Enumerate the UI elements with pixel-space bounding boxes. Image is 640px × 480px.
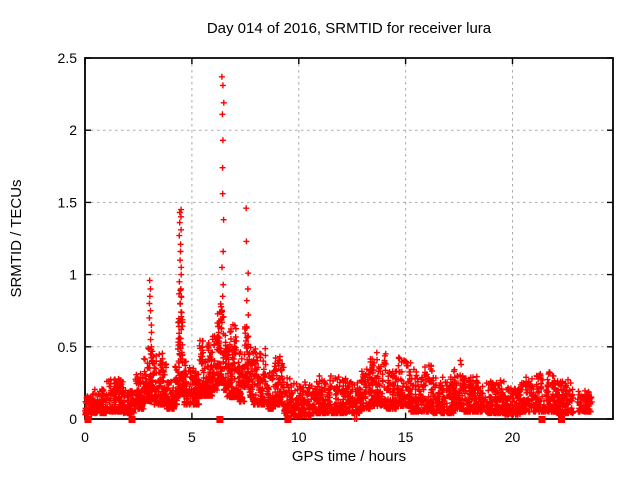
y-tick-label: 2.5 [58,50,78,66]
y-tick-label: 1.5 [58,194,78,210]
x-axis-label: GPS time / hours [292,448,406,465]
grid-lines [85,58,613,419]
y-tick-label: 2 [69,122,77,138]
y-tick-label: 0.5 [58,339,78,355]
tick-labels: 0 5 10 15 20 0 0.5 1 1.5 2 2.5 [58,50,521,445]
y-tick-label: 0 [69,411,77,427]
y-tick-label: 1 [69,267,77,283]
data-points [82,73,595,423]
y-axis-label: SRMTID / TECUs [8,179,25,297]
x-tick-label: 0 [81,429,89,445]
x-tick-label: 20 [505,429,521,445]
x-tick-label: 5 [188,429,196,445]
chart-title: Day 014 of 2016, SRMTID for receiver lur… [207,20,492,37]
x-tick-label: 15 [398,429,414,445]
x-tick-label: 10 [291,429,307,445]
